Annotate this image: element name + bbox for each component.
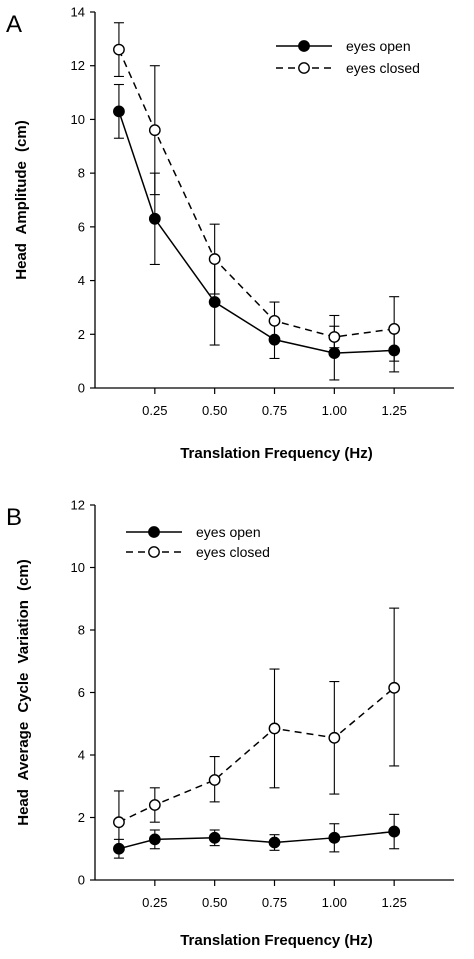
legend-label: eyes open: [196, 524, 261, 540]
x-tick-label: 1.00: [322, 895, 347, 910]
panel-b: B 0 2 4 6 8 10 12 0.25 0.50 0.75 1.00 1.25 Translatio…: [6, 498, 454, 949]
series-eyes-closed: [113, 22, 401, 362]
legend: eyes open eyes closed: [126, 524, 270, 560]
x-tick-label: 1.25: [382, 403, 407, 418]
data-point: [113, 43, 125, 56]
series-eyes-open: [113, 813, 401, 859]
x-tick-label: 0.75: [262, 895, 287, 910]
x-tick-label: 0.25: [142, 895, 167, 910]
legend: eyes open eyes closed: [276, 38, 420, 76]
y-tick-label: 14: [71, 5, 85, 20]
data-point: [148, 124, 161, 137]
data-point: [208, 831, 221, 844]
y-tick-label: 4: [78, 273, 85, 288]
y-tick-label: 10: [71, 560, 85, 575]
legend-label: eyes closed: [196, 544, 270, 560]
y-tick-label: 12: [71, 498, 85, 513]
data-point: [208, 296, 221, 308]
data-point: [268, 314, 281, 327]
data-point: [328, 347, 341, 359]
panel-letter: A: [6, 11, 22, 38]
data-point: [268, 722, 281, 735]
series-line: [118, 49, 395, 338]
x-tick-label: 1.00: [322, 403, 347, 418]
x-axis-title: Translation Frequency (Hz): [180, 445, 373, 462]
legend-marker: [298, 40, 310, 52]
x-tick-label: 0.25: [142, 403, 167, 418]
data-point: [328, 331, 341, 343]
y-tick-label: 2: [78, 810, 85, 825]
y-tick-label: 2: [78, 327, 85, 342]
data-point: [328, 731, 341, 744]
legend-marker: [148, 546, 160, 558]
x-tick-label: 0.75: [262, 403, 287, 418]
legend-label: eyes closed: [346, 60, 420, 76]
data-point: [148, 212, 161, 225]
x-axis-title: Translation Frequency (Hz): [180, 932, 373, 949]
data-point: [148, 799, 161, 811]
data-point: [113, 105, 125, 118]
x-tick-label: 0.50: [202, 403, 227, 418]
legend-marker: [298, 62, 310, 74]
data-point: [388, 825, 401, 838]
y-tick-label: 10: [71, 112, 85, 127]
y-tick-label: 0: [78, 381, 85, 396]
series-line: [118, 687, 395, 823]
y-tick-label: 6: [78, 685, 85, 700]
y-tick-label: 6: [78, 219, 85, 234]
panel-letter: B: [6, 504, 22, 531]
data-point: [388, 681, 401, 694]
series-line: [118, 830, 395, 850]
x-tick-label: 1.25: [382, 895, 407, 910]
x-tick-label: 0.50: [202, 895, 227, 910]
series-eyes-closed: [113, 607, 401, 850]
y-tick-label: 4: [78, 748, 85, 763]
y-tick-label: 12: [71, 58, 85, 73]
data-point: [208, 253, 221, 265]
y-axis-title: Head Amplitude (cm): [13, 120, 30, 279]
data-point: [208, 774, 221, 786]
legend-label: eyes open: [346, 38, 411, 54]
series-line: [118, 111, 395, 354]
y-tick-label: 8: [78, 623, 85, 638]
y-axis-title: Head Average Cycle Variation (cm): [15, 559, 32, 826]
data-point: [268, 836, 281, 849]
data-point: [113, 816, 125, 829]
y-tick-label: 0: [78, 873, 85, 888]
data-point: [328, 831, 341, 844]
panel-a: A 0 2 4 6 8 10 12 14 0.25 0.50 0.75 1.00 1.25 Translat…: [6, 5, 454, 462]
data-point: [388, 323, 401, 335]
legend-marker: [148, 526, 160, 538]
data-point: [148, 833, 161, 846]
y-tick-label: 8: [78, 166, 85, 181]
